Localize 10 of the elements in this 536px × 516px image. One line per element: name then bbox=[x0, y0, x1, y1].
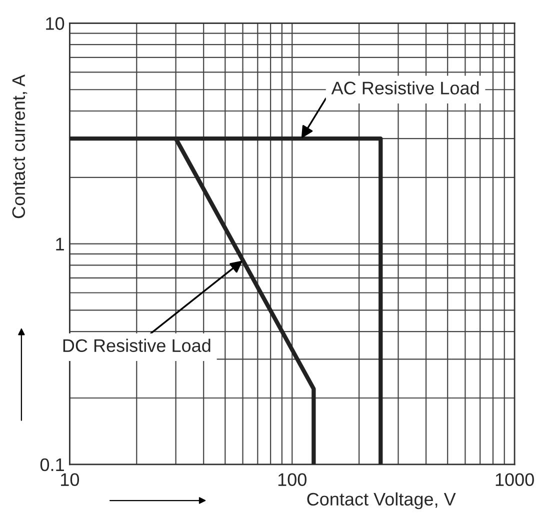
y-tick-label: 1 bbox=[56, 238, 64, 250]
y-tick-label: 10 bbox=[46, 17, 64, 30]
x-tick-label: 10 bbox=[61, 473, 80, 486]
annotation: AC Resistive Load bbox=[331, 81, 479, 94]
x-tick-label: 100 bbox=[278, 473, 306, 486]
x-tick-label: 1000 bbox=[496, 473, 534, 486]
x-axis-title: Contact Voltage, V bbox=[307, 492, 456, 510]
annotation: DC Resistive Load bbox=[63, 338, 210, 352]
y-axis-title: Contact current, A bbox=[12, 74, 28, 218]
y-tick-label: 0.1 bbox=[40, 458, 64, 472]
